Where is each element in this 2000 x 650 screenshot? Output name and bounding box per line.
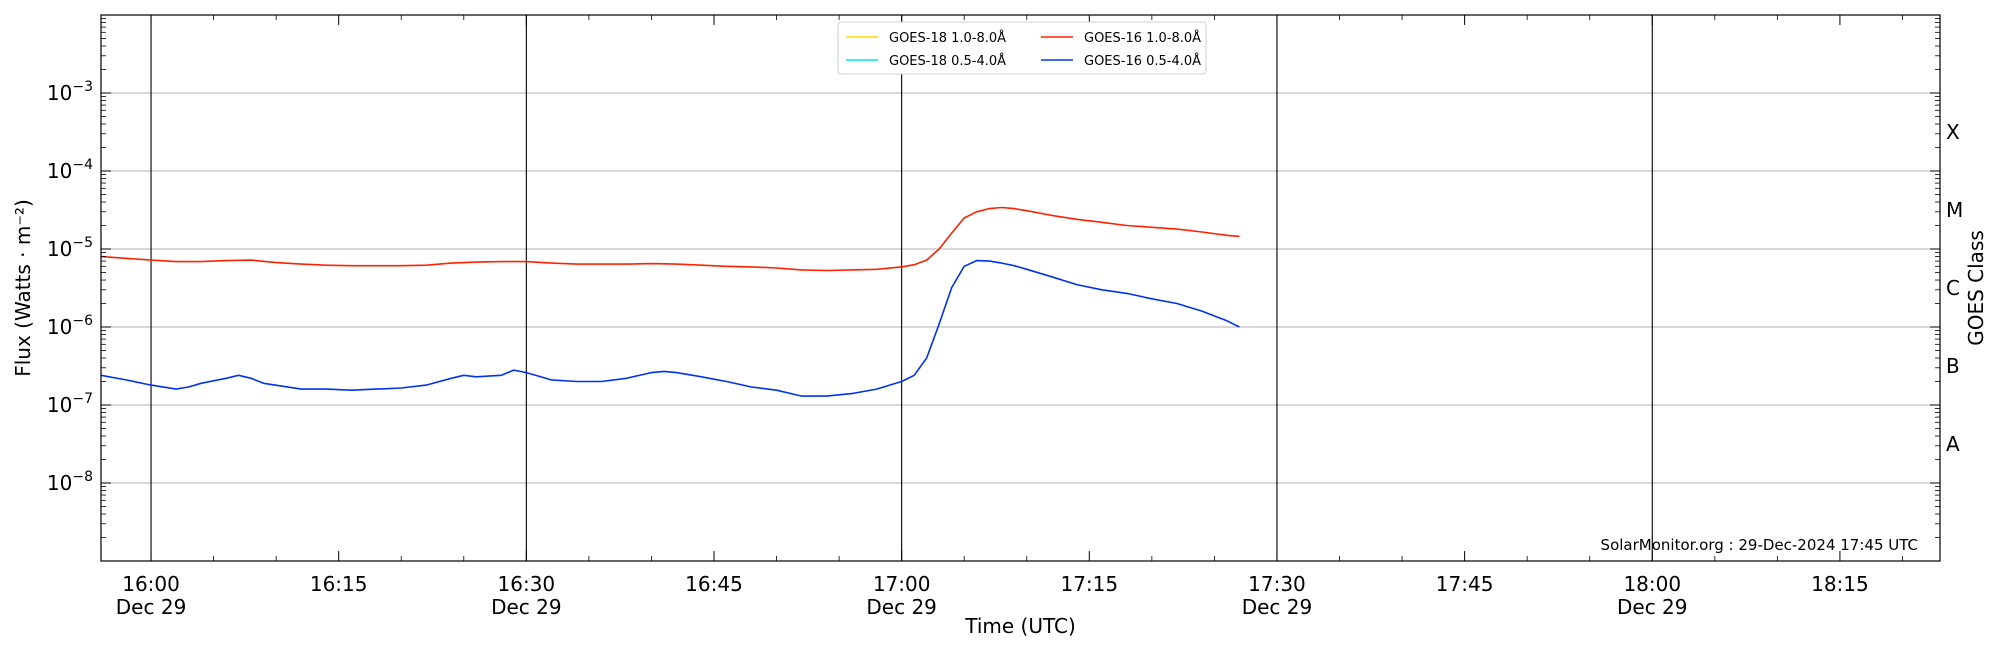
y-tick-exponent: −4: [72, 157, 93, 173]
x-tick-label: 18:00: [1623, 572, 1681, 596]
y-tick-label: 10−6: [47, 313, 93, 339]
legend-label: GOES-16 0.5-4.0Å: [1084, 53, 1201, 69]
legend-label: GOES-16 1.0-8.0Å: [1084, 30, 1201, 46]
x-tick-label: 16:30: [498, 572, 556, 596]
goes-class-label: M: [1946, 198, 1963, 222]
y-tick-label: 10−4: [47, 157, 93, 183]
x-tick-label: 17:30: [1248, 572, 1306, 596]
goes-class-label: B: [1946, 354, 1960, 378]
y-tick-exponent: −3: [72, 79, 93, 95]
y-tick-label: 10−7: [47, 391, 93, 417]
plot-frame: [100, 14, 1941, 562]
y-tick-exponent: −5: [72, 235, 93, 251]
series-line-0: [100, 206, 1240, 272]
x-tick-label: 16:45: [685, 572, 743, 596]
x-tick-label: 16:15: [310, 572, 368, 596]
y-tick-label: 10−8: [47, 469, 93, 495]
y-tick-base: 10: [47, 81, 72, 105]
source-annotation: SolarMonitor.org : 29-Dec-2024 17:45 UTC: [1601, 536, 1918, 554]
goes-class-label: X: [1946, 120, 1960, 144]
legend-box: [837, 21, 1207, 75]
tick-layer: [101, 15, 1940, 561]
x-tick-label: 17:00: [873, 572, 931, 596]
x-tick-label: 17:15: [1060, 572, 1118, 596]
y2-axis-title: GOES Class: [1964, 230, 1988, 346]
legend-label: GOES-18 1.0-8.0Å: [889, 30, 1006, 46]
y-tick-label: 10−3: [47, 79, 93, 105]
legend-label: GOES-18 0.5-4.0Å: [889, 53, 1006, 69]
y-tick-exponent: −8: [72, 469, 93, 485]
series-line-1: [100, 259, 1240, 397]
x-tick-label: 18:15: [1811, 572, 1869, 596]
x-tick-date-label: Dec 29: [866, 595, 937, 619]
x-tick-date-label: Dec 29: [116, 595, 187, 619]
x-tick-date-label: Dec 29: [491, 595, 562, 619]
y-axis-title: Flux (Watts · m⁻²): [11, 199, 35, 377]
y-tick-base: 10: [47, 237, 72, 261]
y-tick-base: 10: [47, 471, 72, 495]
y-tick-base: 10: [47, 315, 72, 339]
y-tick-base: 10: [47, 393, 72, 417]
x-tick-date-label: Dec 29: [1242, 595, 1313, 619]
x-tick-label: 16:00: [122, 572, 180, 596]
goes-class-label: C: [1946, 276, 1960, 300]
y-tick-exponent: −7: [72, 391, 93, 407]
x-tick-label: 17:45: [1436, 572, 1494, 596]
x-axis-title: Time (UTC): [964, 614, 1076, 638]
legend: GOES-18 1.0-8.0Å GOES-18 0.5-4.0Å GOES-16 …: [837, 21, 1207, 75]
y-tick-label: 10−5: [47, 235, 93, 261]
vertical-lines: [150, 15, 1653, 561]
y-tick-base: 10: [47, 159, 72, 183]
y-tick-exponent: −6: [72, 313, 93, 329]
series-layer: [100, 206, 1240, 397]
grid-layer: [101, 92, 1940, 484]
x-tick-date-label: Dec 29: [1617, 595, 1688, 619]
goes-class-label: A: [1946, 432, 1960, 456]
